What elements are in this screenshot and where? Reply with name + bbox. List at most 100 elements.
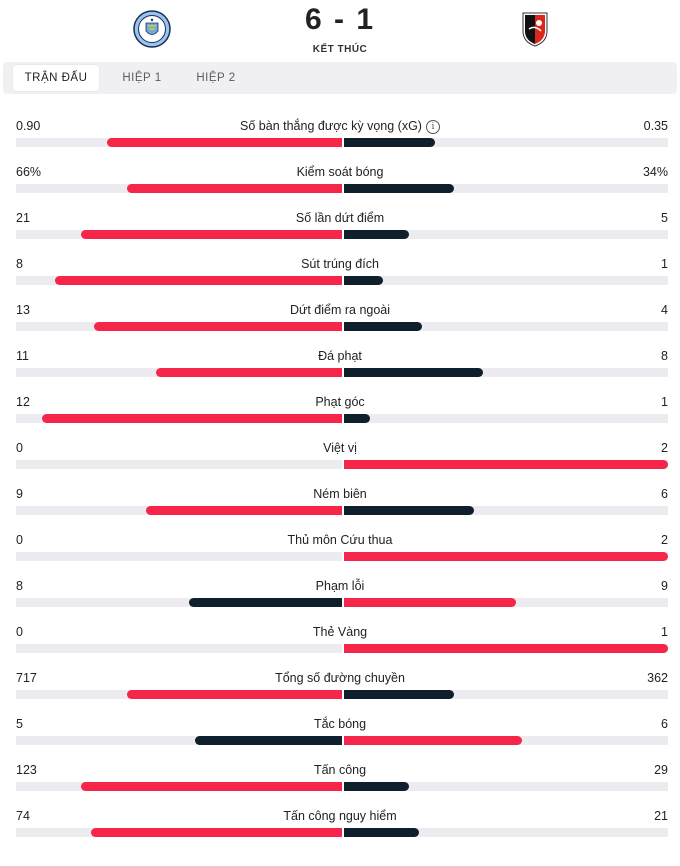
away-stat-bar (344, 230, 409, 239)
away-stat-track (344, 644, 668, 653)
stat-label-text: Thẻ Vàng (312, 625, 368, 639)
home-stat-bar (127, 184, 342, 193)
bournemouth-crest-icon[interactable] (515, 9, 555, 49)
home-stat-bar (42, 414, 342, 423)
away-stat-track (344, 184, 668, 193)
home-stat-value: 13 (16, 303, 30, 317)
stat-row: 11 Đá phạt 8 (0, 334, 680, 380)
away-stat-value: 21 (654, 809, 668, 823)
away-stat-bar (344, 460, 668, 469)
info-icon[interactable]: i (425, 120, 440, 134)
stat-label-text: Sút trúng đích (301, 257, 379, 271)
home-stat-bar (127, 690, 342, 699)
stat-label: Đá phạt (0, 348, 680, 364)
home-stat-value: 12 (16, 395, 30, 409)
home-stat-bar (94, 322, 342, 331)
stat-label: Dứt điểm ra ngoài (0, 302, 680, 318)
home-stat-track (16, 138, 342, 147)
home-stat-track (16, 552, 342, 561)
away-stat-track (344, 552, 668, 561)
stat-label: Phạt góc (0, 394, 680, 410)
stat-row: 8 Sút trúng đích 1 (0, 242, 680, 288)
away-stat-track (344, 230, 668, 239)
away-stat-value: 8 (661, 349, 668, 363)
home-stat-value: 21 (16, 211, 30, 225)
home-stat-value: 8 (16, 257, 23, 271)
away-stat-value: 9 (661, 579, 668, 593)
home-stat-track (16, 828, 342, 837)
tab-second-half[interactable]: HIỆP 2 (196, 72, 236, 84)
stat-row: 0.90 Số bàn thắng được kỳ vọng (xG) i 0.35 (0, 104, 680, 150)
stat-row: 0 Thủ môn Cứu thua 2 (0, 518, 680, 564)
away-stat-bar (344, 782, 409, 791)
stat-label: Ném biên (0, 486, 680, 502)
stat-label: Tắc bóng (0, 716, 680, 732)
stat-row: 0 Thẻ Vàng 1 (0, 610, 680, 656)
stat-label: Sút trúng đích (0, 256, 680, 272)
stat-label-text: Đá phạt (318, 349, 362, 363)
stat-label-text: Thủ môn Cứu thua (287, 533, 393, 547)
away-stat-value: 0.35 (643, 119, 668, 133)
stat-label-text: Tấn công nguy hiểm (283, 809, 397, 823)
home-stat-track (16, 460, 342, 469)
man-city-crest-icon[interactable] (132, 9, 172, 49)
period-tabs: TRẬN ĐẤU HIỆP 1 HIỆP 2 (3, 62, 677, 94)
away-stat-value: 362 (647, 671, 668, 685)
away-stat-value: 1 (661, 395, 668, 409)
away-stat-track (344, 414, 668, 423)
home-stat-value: 0 (16, 441, 23, 455)
away-stat-value: 2 (661, 441, 668, 455)
home-stat-bar (189, 598, 342, 607)
tab-match[interactable]: TRẬN ĐẤU (13, 65, 99, 91)
away-stat-bar (344, 552, 668, 561)
away-stat-value: 1 (661, 257, 668, 271)
home-stat-bar (81, 782, 342, 791)
stat-label: Tấn công nguy hiểm (0, 808, 680, 824)
stat-label-text: Kiểm soát bóng (296, 165, 384, 179)
away-stat-track (344, 322, 668, 331)
stat-label-text: Tắc bóng (313, 717, 367, 731)
stat-label-text: Phạm lỗi (315, 579, 365, 593)
stat-row: 717 Tổng số đường chuyền 362 (0, 656, 680, 702)
stat-row: 74 Tấn công nguy hiểm 21 (0, 794, 680, 840)
stat-label: Tấn công (0, 762, 680, 778)
away-stat-value: 29 (654, 763, 668, 777)
away-stat-bar (344, 506, 474, 515)
stat-label-text: Phạt góc (315, 395, 365, 409)
away-stat-value: 1 (661, 625, 668, 639)
stat-label-text: Việt vị (323, 441, 357, 455)
stat-row: 5 Tắc bóng 6 (0, 702, 680, 748)
home-stat-track (16, 644, 342, 653)
stat-label: Phạm lỗi (0, 578, 680, 594)
away-stat-bar (344, 414, 370, 423)
home-stat-value: 8 (16, 579, 23, 593)
stat-label: Thẻ Vàng (0, 624, 680, 640)
away-stat-bar (344, 322, 422, 331)
tab-first-half[interactable]: HIỆP 1 (122, 72, 162, 84)
home-stat-bar (55, 276, 342, 285)
away-stat-value: 6 (661, 717, 668, 731)
home-stat-value: 11 (16, 349, 29, 363)
stat-row: 66% Kiểm soát bóng 34% (0, 150, 680, 196)
home-stat-track (16, 322, 342, 331)
stat-label-text: Số lần dứt điểm (295, 211, 385, 225)
away-stat-track (344, 598, 668, 607)
away-stat-value: 5 (661, 211, 668, 225)
stat-label-text: Số bàn thắng được kỳ vọng (xG) (240, 119, 422, 133)
home-stat-value: 74 (16, 809, 30, 823)
home-stat-track (16, 782, 342, 791)
away-stat-bar (344, 368, 483, 377)
away-stat-track (344, 138, 668, 147)
away-stat-bar (344, 828, 419, 837)
home-stat-bar (91, 828, 342, 837)
home-stat-value: 0.90 (16, 119, 41, 133)
home-stat-value: 0 (16, 625, 23, 639)
away-stat-track (344, 690, 668, 699)
home-stat-track (16, 276, 342, 285)
stat-label-text: Ném biên (313, 487, 367, 501)
stat-row: 13 Dứt điểm ra ngoài 4 (0, 288, 680, 334)
stat-label: Tổng số đường chuyền (0, 670, 680, 686)
stat-label: Kiểm soát bóng (0, 164, 680, 180)
away-stat-track (344, 782, 668, 791)
stat-label-text: Dứt điểm ra ngoài (289, 303, 391, 317)
